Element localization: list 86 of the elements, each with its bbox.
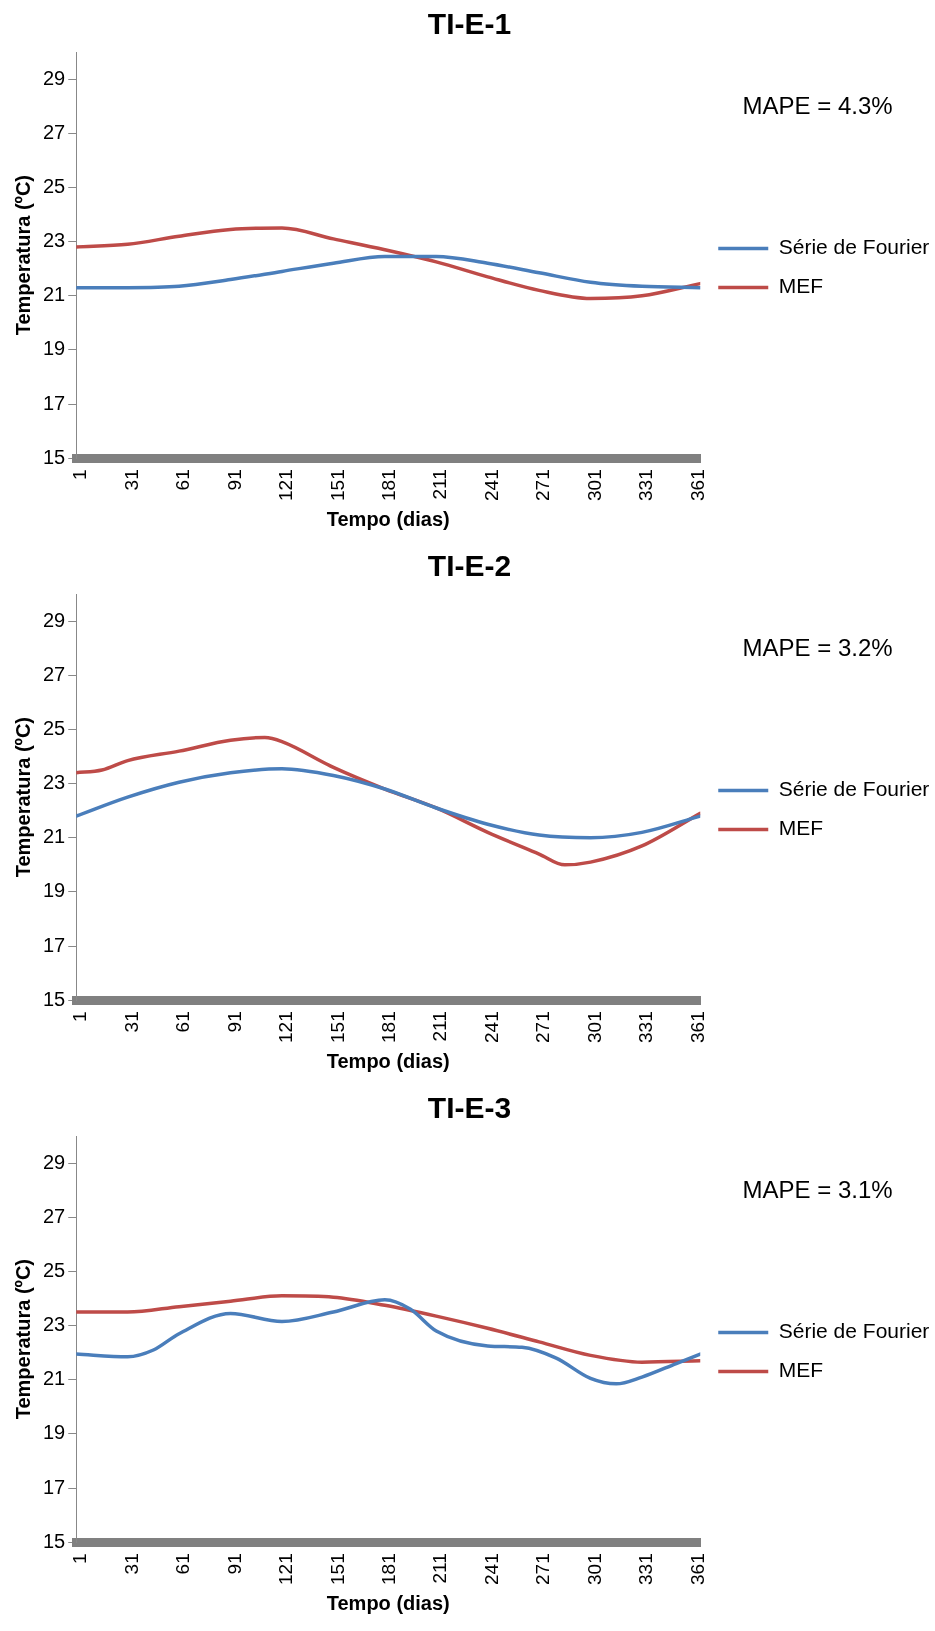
y-tick-label: 27	[43, 120, 66, 143]
y-tick-label: 15	[43, 987, 66, 1010]
chart-title: TI-E-1	[427, 7, 512, 41]
y-tick-label: 21	[43, 1367, 66, 1390]
x-tick-label: 121	[275, 1011, 297, 1043]
x-tick-label: 301	[583, 1553, 605, 1585]
x-tick-label: 1	[69, 1011, 91, 1022]
x-tick-label: 361	[686, 1553, 708, 1585]
x-tick-label: 151	[326, 1553, 348, 1585]
x-tick-label: 211	[429, 1553, 451, 1584]
x-tick-label: 121	[275, 469, 297, 501]
y-tick-label: 17	[43, 391, 66, 414]
y-tick-label: 21	[43, 283, 66, 306]
legend-label: MEF	[778, 274, 824, 298]
x-tick-label: 1	[69, 469, 91, 480]
y-tick-label: 25	[43, 716, 66, 739]
x-tick-label: 1	[69, 1553, 91, 1564]
legend-label: Série de Fourier	[778, 235, 930, 259]
y-tick-label: 27	[43, 1204, 66, 1227]
y-tick-label: 23	[43, 1313, 66, 1336]
x-tick-label: 181	[378, 1011, 400, 1043]
x-tick-label: 271	[532, 1553, 554, 1585]
x-tick-label: 181	[378, 469, 400, 501]
line-series	[76, 226, 701, 301]
line-series	[76, 254, 701, 290]
x-tick-label: 241	[480, 1553, 502, 1585]
x-tick-label: 211	[429, 1011, 451, 1042]
x-tick-label: 61	[172, 469, 194, 491]
y-tick-label: 25	[43, 1258, 66, 1281]
y-tick-label: 17	[43, 1475, 66, 1498]
text: MAPE = 3.1%	[742, 1175, 893, 1203]
x-tick-label: 271	[532, 469, 554, 501]
line-series	[76, 1298, 701, 1386]
chart-title: TI-E-2	[427, 549, 512, 583]
y-axis-title: Temperatura (ºC)	[11, 175, 34, 336]
line-series	[76, 766, 701, 840]
text: MAPE = 3.2%	[742, 633, 893, 661]
y-tick-label: 15	[43, 1529, 66, 1552]
x-tick-label: 61	[172, 1011, 194, 1033]
legend-label: MEF	[778, 816, 824, 840]
x-tick-label: 301	[583, 469, 605, 501]
y-tick-label: 17	[43, 933, 66, 956]
x-tick-label: 151	[326, 1011, 348, 1043]
x-tick-label: 91	[223, 1011, 245, 1033]
x-tick-label: 271	[532, 1011, 554, 1043]
legend-label: MEF	[778, 1358, 824, 1382]
chart-title: TI-E-3	[427, 1091, 512, 1125]
y-tick-label: 21	[43, 825, 66, 848]
y-tick-label: 27	[43, 662, 66, 685]
y-axis-title: Temperatura (ºC)	[11, 1259, 34, 1420]
x-tick-label: 211	[429, 469, 451, 500]
x-axis-title: Tempo (dias)	[326, 1049, 450, 1072]
y-tick-label: 23	[43, 229, 66, 252]
x-tick-label: 31	[120, 1553, 142, 1575]
y-tick-label: 19	[43, 337, 66, 360]
x-tick-label: 301	[583, 1011, 605, 1043]
x-tick-label: 331	[635, 1011, 657, 1043]
y-tick-label: 15	[43, 445, 66, 468]
x-tick-label: 151	[326, 469, 348, 501]
text: MAPE = 4.3%	[742, 91, 893, 119]
x-tick-label: 331	[635, 1553, 657, 1585]
x-tick-label: 241	[480, 469, 502, 501]
x-axis-title: Tempo (dias)	[326, 507, 450, 530]
y-tick-label: 19	[43, 1421, 66, 1444]
x-tick-label: 361	[686, 469, 708, 501]
x-tick-label: 31	[120, 469, 142, 491]
y-tick-label: 29	[43, 66, 66, 89]
x-tick-label: 331	[635, 469, 657, 501]
y-tick-label: 29	[43, 1150, 66, 1173]
x-tick-label: 91	[223, 1553, 245, 1575]
x-tick-label: 361	[686, 1011, 708, 1043]
y-tick-label: 25	[43, 174, 66, 197]
y-tick-label: 19	[43, 879, 66, 902]
y-tick-label: 23	[43, 771, 66, 794]
x-tick-label: 61	[172, 1553, 194, 1575]
legend-label: Série de Fourier	[778, 777, 930, 801]
x-axis-title: Tempo (dias)	[326, 1591, 450, 1614]
legend-label: Série de Fourier	[778, 1319, 930, 1343]
y-axis-title: Temperatura (ºC)	[11, 717, 34, 878]
x-tick-label: 241	[480, 1011, 502, 1043]
x-tick-label: 121	[275, 1553, 297, 1585]
x-tick-label: 31	[120, 1011, 142, 1033]
x-tick-label: 91	[223, 469, 245, 491]
y-tick-label: 29	[43, 608, 66, 631]
x-tick-label: 181	[378, 1553, 400, 1585]
line-series	[76, 1294, 701, 1364]
